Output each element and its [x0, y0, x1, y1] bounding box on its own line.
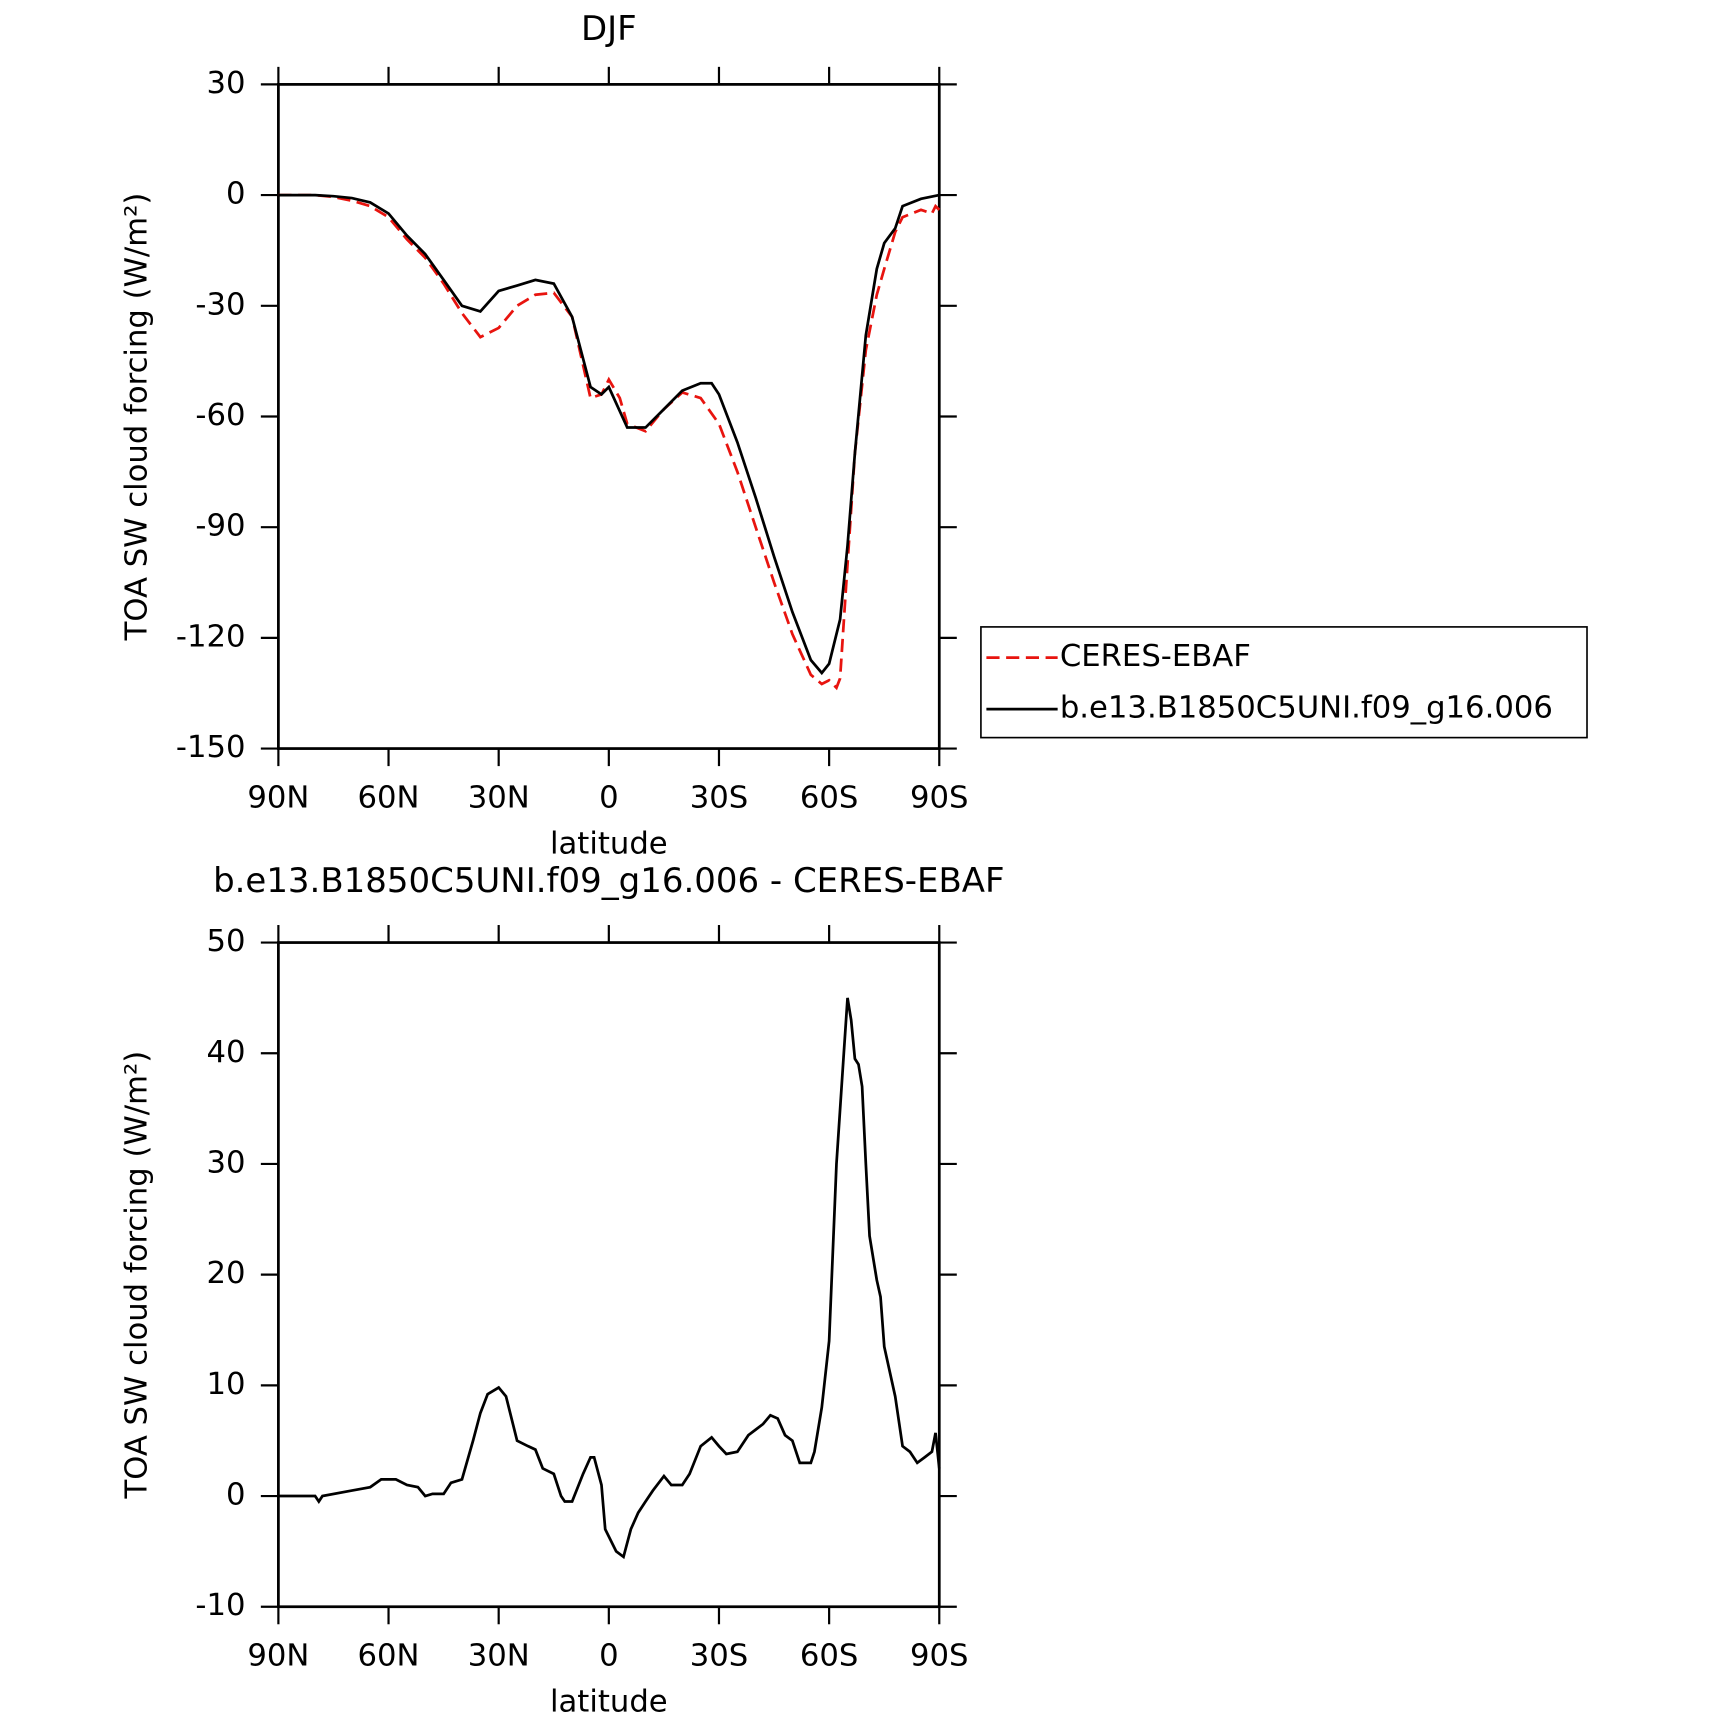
y-axis-label: TOA SW cloud forcing (W/m²) [120, 193, 155, 642]
x-tick-label: 30N [468, 1639, 530, 1674]
x-axis-label: latitude [550, 1685, 668, 1720]
y-tick-label: -60 [195, 398, 245, 433]
x-tick-label: 60S [800, 1639, 859, 1674]
y-tick-label: 30 [206, 1145, 245, 1180]
x-tick-label: 60N [358, 1639, 420, 1674]
y-tick-label: -90 [195, 509, 245, 544]
y-tick-label: 10 [206, 1367, 245, 1402]
y-tick-label: 0 [226, 1478, 246, 1513]
y-tick-label: 0 [226, 177, 246, 212]
y-axis-label: TOA SW cloud forcing (W/m²) [120, 1051, 155, 1500]
y-tick-label: -30 [195, 287, 245, 322]
legend-label: b.e13.B1850C5UNI.f09_g16.006 [1060, 691, 1553, 726]
series-line [278, 193, 940, 676]
x-tick-label: 60S [800, 780, 859, 815]
y-tick-label: 40 [206, 1035, 245, 1070]
series-line [278, 997, 941, 1560]
y-tick-label: 50 [206, 924, 245, 959]
y-tick-label: -150 [176, 730, 246, 765]
x-tick-label: 90N [247, 780, 309, 815]
series-line [278, 193, 941, 691]
plot-frame [277, 83, 941, 750]
chart-title: DJF [581, 9, 637, 49]
x-tick-label: 60N [358, 780, 420, 815]
y-tick-label: -10 [195, 1588, 245, 1623]
plot-frame [277, 941, 941, 1609]
x-tick-label: 90N [247, 1639, 309, 1674]
legend-label: CERES-EBAF [1060, 639, 1251, 674]
x-tick-label: 30S [690, 780, 749, 815]
x-tick-label: 90S [910, 1639, 969, 1674]
x-tick-label: 0 [599, 780, 619, 815]
y-tick-label: -120 [176, 619, 246, 654]
chart-title: b.e13.B1850C5UNI.f09_g16.006 - CERES-EBA… [213, 861, 1005, 901]
x-tick-label: 30S [690, 1639, 749, 1674]
x-axis-label: latitude [550, 827, 668, 862]
y-tick-label: 20 [206, 1256, 245, 1291]
x-tick-label: 30N [468, 780, 530, 815]
x-tick-label: 0 [599, 1639, 619, 1674]
y-tick-label: 30 [206, 66, 245, 101]
figure: DJF latitude TOA SW cloud forcing (W/m²) -1… [120, 9, 1588, 1720]
x-tick-label: 90S [910, 780, 969, 815]
legend-box [980, 626, 1588, 739]
